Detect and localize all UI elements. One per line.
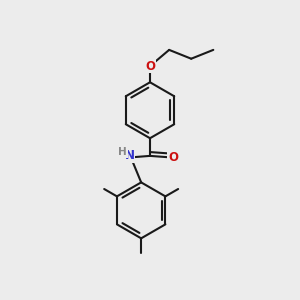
Text: O: O (168, 151, 178, 164)
Text: O: O (145, 60, 155, 73)
Text: H: H (118, 147, 127, 157)
Text: N: N (124, 149, 134, 162)
